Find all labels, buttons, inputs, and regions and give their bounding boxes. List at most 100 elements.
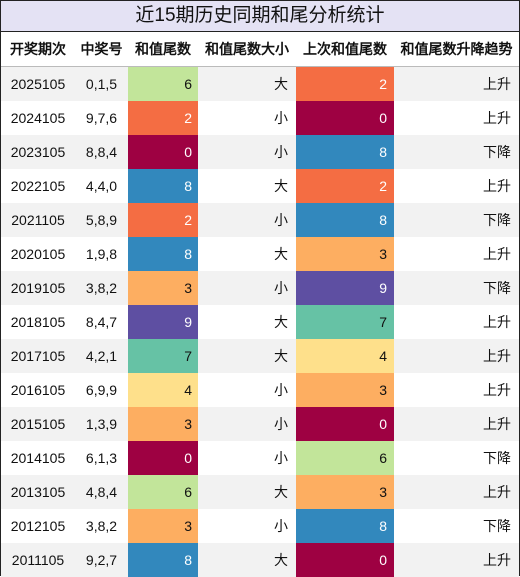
prev-tail-cell: 9 xyxy=(296,271,394,305)
size-cell: 大 xyxy=(274,552,288,568)
period-cell: 2022105 xyxy=(10,178,66,194)
table-row: 2025105 0,1,5 6 大 2 上升 xyxy=(1,67,519,101)
tail-cell: 8 xyxy=(128,543,198,577)
numbers-cell: 4,2,1 xyxy=(85,348,118,364)
table-row: 2011105 9,2,7 8 大 0 上升 xyxy=(1,543,519,577)
trend-cell: 下降 xyxy=(483,280,511,296)
table-row: 2012105 3,8,2 3 小 8 下降 xyxy=(1,509,519,543)
prev-tail-cell: 7 xyxy=(296,305,394,339)
table-row: 2021105 5,8,9 2 小 8 下降 xyxy=(1,203,519,237)
trend-cell: 上升 xyxy=(483,76,511,92)
numbers-cell: 8,8,4 xyxy=(85,144,118,160)
size-cell: 大 xyxy=(274,246,288,262)
trend-cell: 上升 xyxy=(483,382,511,398)
trend-cell: 上升 xyxy=(483,484,511,500)
table-row: 2016105 6,9,9 4 小 3 上升 xyxy=(1,373,519,407)
trend-cell: 上升 xyxy=(483,416,511,432)
period-cell: 2014105 xyxy=(10,450,66,466)
period-cell: 2019105 xyxy=(10,280,66,296)
size-cell: 小 xyxy=(274,212,288,228)
size-cell: 大 xyxy=(274,76,288,92)
table-header: 开奖期次 中奖号 和值尾数 和值尾数大小 上次和值尾数 和值尾数升降趋势 xyxy=(1,32,519,67)
trend-cell: 上升 xyxy=(483,348,511,364)
tail-cell: 6 xyxy=(128,475,198,509)
header-trend: 和值尾数升降趋势 xyxy=(400,41,513,57)
prev-tail-cell: 0 xyxy=(296,407,394,441)
header-period: 开奖期次 xyxy=(10,41,66,57)
trend-cell: 上升 xyxy=(483,552,511,568)
period-cell: 2024105 xyxy=(10,110,66,126)
tail-cell: 3 xyxy=(128,407,198,441)
table-row: 2015105 1,3,9 3 小 0 上升 xyxy=(1,407,519,441)
period-cell: 2023105 xyxy=(10,144,66,160)
prev-tail-cell: 2 xyxy=(296,67,394,101)
table-row: 2018105 8,4,7 9 大 7 上升 xyxy=(1,305,519,339)
trend-cell: 下降 xyxy=(483,144,511,160)
period-cell: 2016105 xyxy=(10,382,66,398)
size-cell: 大 xyxy=(274,348,288,364)
prev-tail-cell: 3 xyxy=(296,237,394,271)
header-size: 和值尾数大小 xyxy=(205,41,289,57)
table-row: 2020105 1,9,8 8 大 3 上升 xyxy=(1,237,519,271)
prev-tail-cell: 4 xyxy=(296,339,394,373)
table-row: 2014105 6,1,3 0 小 6 下降 xyxy=(1,441,519,475)
period-cell: 2018105 xyxy=(10,314,66,330)
numbers-cell: 4,8,4 xyxy=(85,484,118,500)
tail-cell: 3 xyxy=(128,271,198,305)
tail-cell: 9 xyxy=(128,305,198,339)
tail-cell: 4 xyxy=(128,373,198,407)
trend-cell: 下降 xyxy=(483,450,511,466)
size-cell: 小 xyxy=(274,110,288,126)
numbers-cell: 1,3,9 xyxy=(85,416,118,432)
numbers-cell: 3,8,2 xyxy=(85,280,118,296)
numbers-cell: 3,8,2 xyxy=(85,518,118,534)
table-row: 2013105 4,8,4 6 大 3 上升 xyxy=(1,475,519,509)
table-row: 2022105 4,4,0 8 大 2 上升 xyxy=(1,169,519,203)
size-cell: 小 xyxy=(274,280,288,296)
trend-cell: 上升 xyxy=(483,314,511,330)
prev-tail-cell: 3 xyxy=(296,475,394,509)
period-cell: 2025105 xyxy=(10,76,66,92)
trend-cell: 下降 xyxy=(483,518,511,534)
size-cell: 小 xyxy=(274,450,288,466)
trend-cell: 上升 xyxy=(483,246,511,262)
tail-cell: 0 xyxy=(128,135,198,169)
numbers-cell: 1,9,8 xyxy=(85,246,118,262)
header-numbers: 中奖号 xyxy=(80,41,123,57)
tail-cell: 7 xyxy=(128,339,198,373)
size-cell: 大 xyxy=(274,484,288,500)
numbers-cell: 0,1,5 xyxy=(85,76,118,92)
period-cell: 2011105 xyxy=(11,552,65,568)
trend-cell: 上升 xyxy=(483,178,511,194)
numbers-cell: 9,7,6 xyxy=(85,110,118,126)
numbers-cell: 4,4,0 xyxy=(85,178,118,194)
table-row: 2024105 9,7,6 2 小 0 上升 xyxy=(1,101,519,135)
table-body: 2025105 0,1,5 6 大 2 上升 2024105 9,7,6 2 小 0 上升 202310… xyxy=(1,67,519,577)
header-prev-tail: 上次和值尾数 xyxy=(303,41,387,57)
numbers-cell: 6,9,9 xyxy=(85,382,118,398)
tail-cell: 0 xyxy=(128,441,198,475)
tail-cell: 2 xyxy=(128,101,198,135)
tail-cell: 8 xyxy=(128,169,198,203)
numbers-cell: 5,8,9 xyxy=(85,212,118,228)
prev-tail-cell: 6 xyxy=(296,441,394,475)
size-cell: 小 xyxy=(274,144,288,160)
period-cell: 2012105 xyxy=(10,518,66,534)
numbers-cell: 6,1,3 xyxy=(85,450,118,466)
table-row: 2017105 4,2,1 7 大 4 上升 xyxy=(1,339,519,373)
prev-tail-cell: 0 xyxy=(296,101,394,135)
tail-cell: 8 xyxy=(128,237,198,271)
size-cell: 大 xyxy=(274,314,288,330)
tail-cell: 2 xyxy=(128,203,198,237)
prev-tail-cell: 0 xyxy=(296,543,394,577)
header-tail: 和值尾数 xyxy=(135,41,191,57)
table-title: 近15期历史同期和尾分析统计 xyxy=(1,1,519,32)
trend-cell: 下降 xyxy=(483,212,511,228)
trend-cell: 上升 xyxy=(483,110,511,126)
period-cell: 2021105 xyxy=(11,212,65,228)
prev-tail-cell: 2 xyxy=(296,169,394,203)
prev-tail-cell: 8 xyxy=(296,509,394,543)
size-cell: 大 xyxy=(274,178,288,194)
period-cell: 2013105 xyxy=(10,484,66,500)
